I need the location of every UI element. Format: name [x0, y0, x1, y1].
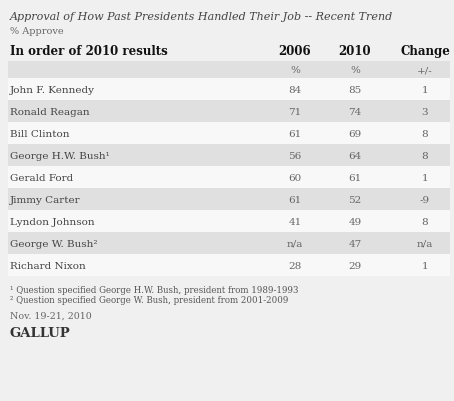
Text: 84: 84: [288, 86, 301, 95]
Text: 85: 85: [348, 86, 362, 95]
Bar: [8, 145, 450, 166]
Text: 41: 41: [288, 217, 301, 227]
Text: n/a: n/a: [417, 239, 433, 248]
Text: 61: 61: [288, 196, 301, 205]
Text: Change: Change: [400, 45, 450, 58]
Bar: [8, 123, 450, 145]
Text: 61: 61: [288, 130, 301, 139]
Text: 71: 71: [288, 108, 301, 117]
Text: In order of 2010 results: In order of 2010 results: [10, 45, 168, 58]
Text: 28: 28: [288, 261, 301, 270]
Text: ² Question specified George W. Bush, president from 2001-2009: ² Question specified George W. Bush, pre…: [10, 295, 288, 304]
Bar: [8, 42, 450, 62]
Text: 8: 8: [422, 152, 428, 160]
Text: Lyndon Johnson: Lyndon Johnson: [10, 217, 94, 227]
Text: Ronald Reagan: Ronald Reagan: [10, 108, 89, 117]
Text: Richard Nixon: Richard Nixon: [10, 261, 86, 270]
Text: 2006: 2006: [279, 45, 311, 58]
Bar: [8, 166, 450, 188]
Text: 61: 61: [348, 174, 362, 182]
Text: Jimmy Carter: Jimmy Carter: [10, 196, 81, 205]
Text: GALLUP: GALLUP: [10, 326, 71, 339]
Text: George W. Bush²: George W. Bush²: [10, 239, 98, 248]
Text: Nov. 19-21, 2010: Nov. 19-21, 2010: [10, 311, 92, 320]
Text: 3: 3: [422, 108, 428, 117]
Text: 47: 47: [348, 239, 362, 248]
Text: John F. Kennedy: John F. Kennedy: [10, 86, 95, 95]
Text: Approval of How Past Presidents Handled Their Job -- Recent Trend: Approval of How Past Presidents Handled …: [10, 12, 393, 22]
Bar: [8, 188, 450, 211]
Text: 49: 49: [348, 217, 362, 227]
Text: 52: 52: [348, 196, 362, 205]
Text: +/-: +/-: [417, 66, 433, 75]
Bar: [8, 62, 450, 79]
Text: ¹ Question specified George H.W. Bush, president from 1989-1993: ¹ Question specified George H.W. Bush, p…: [10, 285, 298, 294]
Text: 2010: 2010: [339, 45, 371, 58]
Text: 1: 1: [422, 86, 428, 95]
Text: Gerald Ford: Gerald Ford: [10, 174, 73, 182]
Text: -9: -9: [420, 196, 430, 205]
Text: 8: 8: [422, 130, 428, 139]
Text: 56: 56: [288, 152, 301, 160]
Bar: [8, 254, 450, 276]
Bar: [8, 233, 450, 254]
Text: %: %: [350, 66, 360, 75]
Text: George H.W. Bush¹: George H.W. Bush¹: [10, 152, 110, 160]
Bar: [8, 211, 450, 233]
Text: 1: 1: [422, 174, 428, 182]
Text: 60: 60: [288, 174, 301, 182]
Bar: [8, 101, 450, 123]
Text: % Approve: % Approve: [10, 27, 64, 36]
Text: Bill Clinton: Bill Clinton: [10, 130, 69, 139]
Text: 1: 1: [422, 261, 428, 270]
Text: n/a: n/a: [287, 239, 303, 248]
Text: 8: 8: [422, 217, 428, 227]
Text: 74: 74: [348, 108, 362, 117]
Text: 64: 64: [348, 152, 362, 160]
Text: %: %: [290, 66, 300, 75]
Text: 29: 29: [348, 261, 362, 270]
Bar: [8, 79, 450, 101]
Text: 69: 69: [348, 130, 362, 139]
